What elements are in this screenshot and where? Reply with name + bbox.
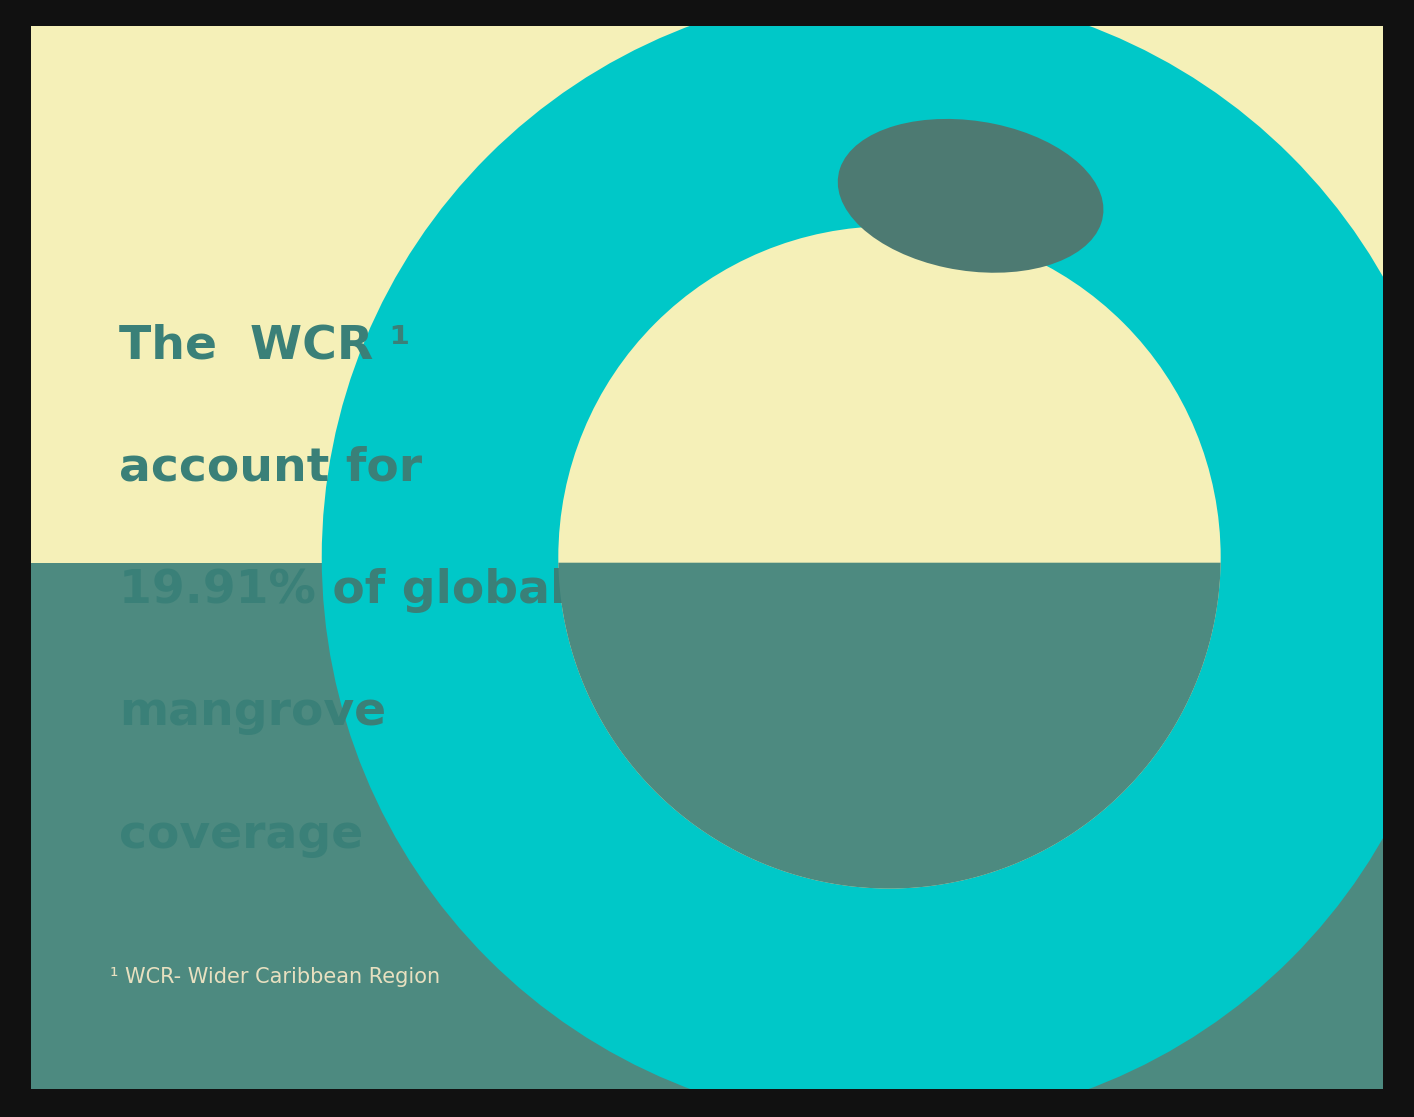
Text: ¹ WCR- Wider Caribbean Region: ¹ WCR- Wider Caribbean Region — [109, 967, 440, 986]
Text: 19.91% of global: 19.91% of global — [119, 569, 566, 613]
Bar — [31, 563, 1383, 1089]
Text: coverage: coverage — [119, 812, 363, 858]
Polygon shape — [559, 563, 1220, 888]
Bar — [31, 26, 1383, 563]
Text: mangrove: mangrove — [119, 690, 386, 735]
Text: The  WCR ¹: The WCR ¹ — [119, 324, 410, 369]
Ellipse shape — [559, 227, 1220, 888]
Text: account for: account for — [119, 446, 423, 490]
Ellipse shape — [837, 118, 1103, 273]
Ellipse shape — [322, 0, 1414, 1117]
